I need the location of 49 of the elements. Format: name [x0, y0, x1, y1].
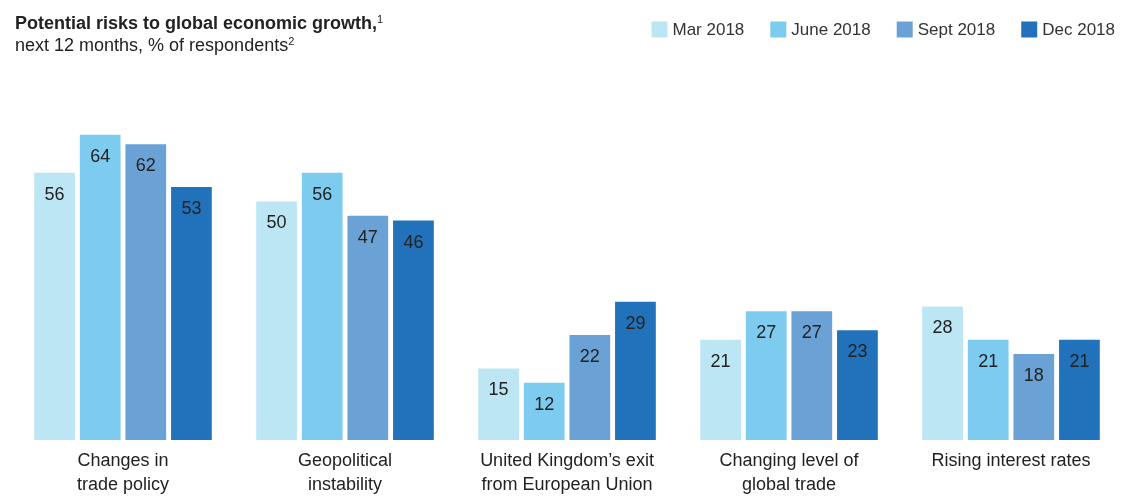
x-tick-label: Changes in trade policy — [76, 450, 170, 494]
data-label: 64 — [90, 145, 111, 166]
data-label: 56 — [312, 183, 333, 204]
bar — [791, 311, 833, 440]
bar — [523, 382, 565, 440]
bar — [79, 134, 121, 440]
data-label: 50 — [266, 212, 287, 233]
bar — [745, 311, 787, 440]
data-label: 15 — [488, 379, 509, 400]
bar — [256, 201, 297, 440]
bar — [967, 339, 1009, 440]
data-label: 62 — [135, 155, 156, 176]
bar — [1013, 354, 1055, 440]
data-label: 21 — [710, 350, 731, 371]
data-label: 47 — [357, 226, 378, 247]
x-tick-label: Changing level of global trade — [719, 450, 860, 494]
legend-label: Dec 2018 — [1042, 20, 1116, 39]
data-label: 46 — [403, 231, 424, 252]
legend-label: Mar 2018 — [672, 20, 745, 39]
data-label: 23 — [847, 341, 868, 362]
bar — [34, 172, 75, 440]
legend-label: Sept 2018 — [917, 20, 996, 39]
bar — [125, 144, 167, 440]
data-label: 27 — [801, 322, 822, 343]
bar — [700, 339, 741, 440]
data-label: 27 — [756, 322, 777, 343]
x-tick-label: United Kingdom’s exit from European Union — [480, 450, 654, 494]
bar — [347, 215, 389, 440]
x-tick-label: Geopolitical instability — [297, 450, 393, 494]
data-label: 29 — [625, 312, 646, 333]
data-label: 21 — [978, 350, 999, 371]
data-label: 28 — [932, 317, 953, 338]
bar — [171, 187, 212, 440]
data-label: 53 — [181, 198, 202, 219]
bar — [1059, 339, 1100, 440]
legend-label: June 2018 — [791, 20, 871, 39]
data-label: 22 — [579, 346, 600, 367]
bar — [922, 306, 963, 440]
x-tick-label: Rising interest rates — [931, 450, 1091, 470]
bar — [478, 368, 519, 440]
data-label: 56 — [44, 183, 65, 204]
bar — [837, 330, 878, 440]
bar — [301, 172, 343, 440]
data-label: 18 — [1023, 365, 1044, 386]
data-label: 21 — [1069, 350, 1090, 371]
bar — [569, 335, 611, 440]
data-label: 12 — [534, 393, 555, 414]
bar — [615, 301, 656, 440]
bar — [393, 220, 434, 440]
